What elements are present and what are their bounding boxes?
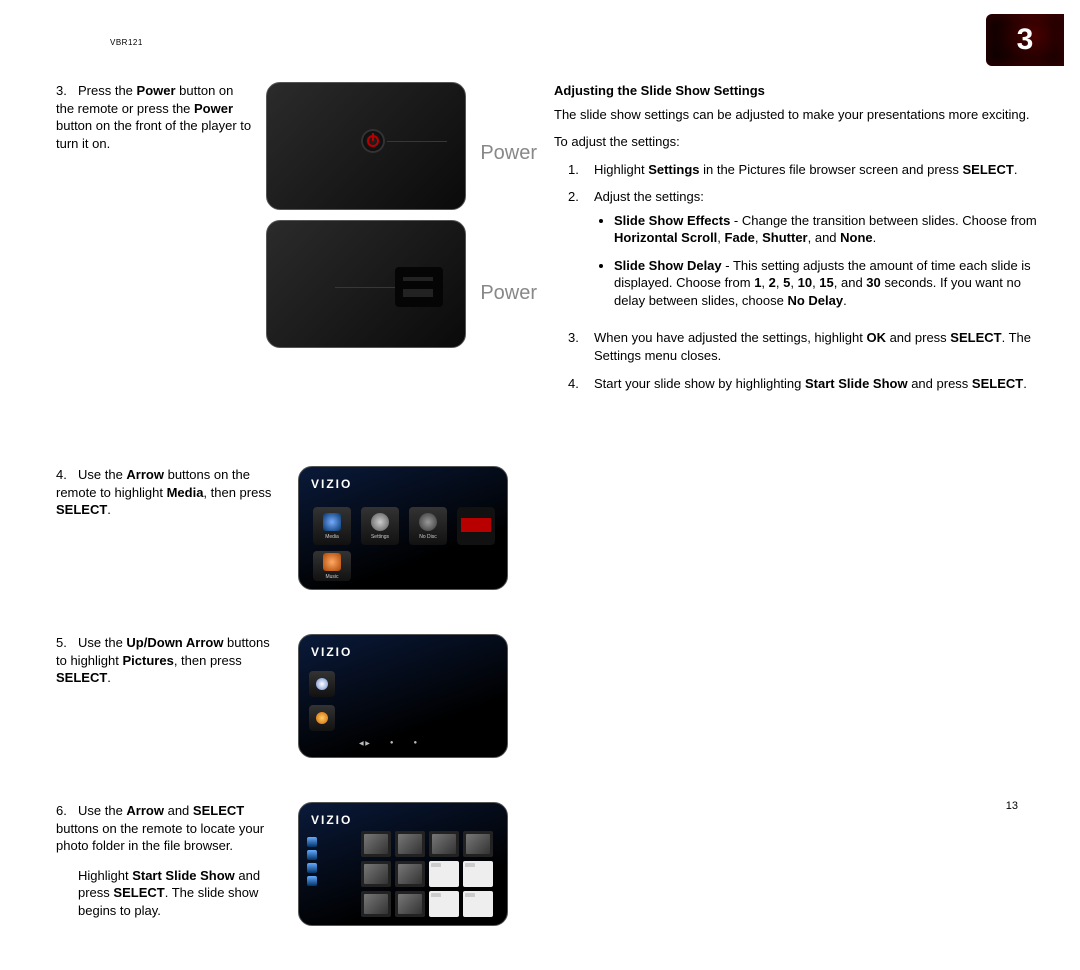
settings-step-4: 4.Start your slide show by highlighting … <box>568 375 1038 393</box>
power-button-icon <box>361 129 385 153</box>
tile-music: Music <box>313 551 351 581</box>
settings-icon <box>371 513 389 531</box>
music-icon <box>323 553 341 571</box>
thumbnail <box>463 831 493 857</box>
step-6: 6.Use the Arrow and SELECT buttons on th… <box>42 802 516 946</box>
power-label-player: Power <box>480 282 537 305</box>
screen-file-browser: VIZIO <box>298 802 508 926</box>
thumbnail <box>361 891 391 917</box>
step-3-figures: Power Power <box>266 82 516 358</box>
tile-settings: Settings <box>361 507 399 545</box>
nav-hints: ◀ ▶●● <box>359 740 417 747</box>
step-5-text: 5.Use the Up/Down Arrow buttons to highl… <box>42 634 298 778</box>
left-column: 3.Press the Power button on the remote o… <box>42 82 516 970</box>
power-label-remote: Power <box>480 142 537 165</box>
tile-nodisc: No Disc <box>409 507 447 545</box>
screen-media: VIZIO ◀ ▶●● <box>298 634 508 758</box>
netflix-icon <box>461 518 491 532</box>
movie-icon <box>316 678 328 690</box>
intro-para: The slide show settings can be adjusted … <box>554 106 1038 124</box>
step-6-figure: VIZIO <box>298 802 508 946</box>
thumbnail <box>429 831 459 857</box>
folder-icon <box>307 850 317 860</box>
content-columns: 3.Press the Power button on the remote o… <box>42 82 1038 970</box>
right-column: Adjusting the Slide Show Settings The sl… <box>554 82 1038 970</box>
pictures-icon <box>316 712 328 724</box>
step-6-text: 6.Use the Arrow and SELECT buttons on th… <box>42 802 298 946</box>
player-ports <box>395 267 443 307</box>
thumbnail <box>395 891 425 917</box>
manual-page: VBR121 3 3.Press the Power button on the… <box>0 0 1080 834</box>
settings-step-3: 3.When you have adjusted the settings, h… <box>568 329 1038 364</box>
file-grid <box>361 831 493 917</box>
disc-icon <box>419 513 437 531</box>
figure-remote <box>266 82 466 210</box>
thumbnail <box>395 831 425 857</box>
media-icon <box>323 513 341 531</box>
thumbnail <box>361 861 391 887</box>
browser-sidebar <box>307 837 317 889</box>
settings-steps: 1.Highlight Settings in the Pictures fil… <box>568 161 1038 392</box>
model-code: VBR121 <box>110 38 143 47</box>
step-3-text: 3.Press the Power button on the remote o… <box>42 82 266 358</box>
tile-netflix <box>457 507 495 545</box>
tile-media: Media <box>313 507 351 545</box>
vizio-logo: VIZIO <box>311 645 352 659</box>
figure-player <box>266 220 466 348</box>
thumbnail <box>395 861 425 887</box>
settings-step-2: 2. Adjust the settings: Slide Show Effec… <box>568 188 1038 319</box>
folder-icon <box>307 837 317 847</box>
vizio-logo: VIZIO <box>311 813 352 827</box>
power-icon <box>367 135 379 147</box>
media-item-pictures <box>309 705 335 731</box>
folder-icon <box>307 876 317 886</box>
folder-item <box>429 891 459 917</box>
leader-line <box>387 141 447 142</box>
step-5-figure: VIZIO ◀ ▶●● <box>298 634 508 778</box>
home-tiles-row2: Music <box>313 551 351 581</box>
folder-icon <box>307 863 317 873</box>
step-5: 5.Use the Up/Down Arrow buttons to highl… <box>42 634 516 778</box>
thumbnail <box>361 831 391 857</box>
step-3: 3.Press the Power button on the remote o… <box>42 82 516 358</box>
step-4-text: 4.Use the Arrow buttons on the remote to… <box>42 466 298 610</box>
bullet-effects: Slide Show Effects - Change the transiti… <box>614 212 1038 247</box>
step-4: 4.Use the Arrow buttons on the remote to… <box>42 466 516 610</box>
lead-para: To adjust the settings: <box>554 133 1038 151</box>
media-sidebar <box>309 671 335 731</box>
page-number: 13 <box>1006 800 1018 812</box>
chapter-number: 3 <box>1017 23 1034 57</box>
settings-step-1: 1.Highlight Settings in the Pictures fil… <box>568 161 1038 179</box>
section-title: Adjusting the Slide Show Settings <box>554 82 1038 100</box>
media-item-movie <box>309 671 335 697</box>
home-tiles: Media Settings No Disc <box>313 507 495 545</box>
screen-home: VIZIO Media Settings No Disc Music <box>298 466 508 590</box>
chapter-tab: 3 <box>986 14 1064 66</box>
bullet-delay: Slide Show Delay - This setting adjusts … <box>614 257 1038 310</box>
folder-item <box>463 861 493 887</box>
vizio-logo: VIZIO <box>311 477 352 491</box>
leader-line <box>335 287 395 288</box>
folder-item <box>429 861 459 887</box>
step-4-figure: VIZIO Media Settings No Disc Music <box>298 466 508 610</box>
settings-bullets: Slide Show Effects - Change the transiti… <box>614 212 1038 310</box>
folder-item <box>463 891 493 917</box>
